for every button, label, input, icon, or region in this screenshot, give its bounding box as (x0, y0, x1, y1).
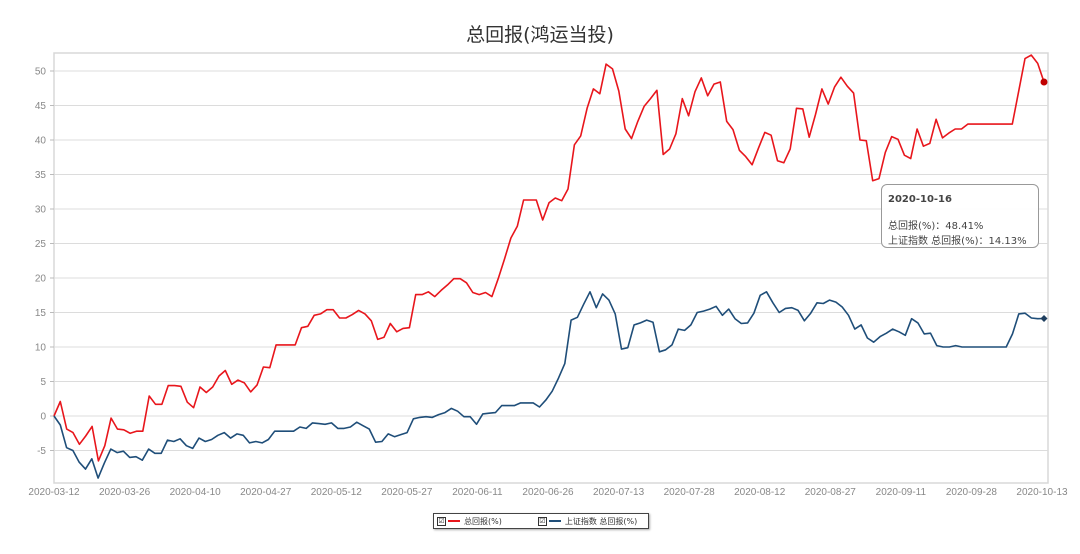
x-tick-label: 2020-07-28 (664, 487, 716, 498)
y-tick-label: 20 (35, 274, 47, 285)
x-tick-label: 2020-07-13 (593, 487, 645, 498)
checkbox-icon[interactable]: ☑ (437, 516, 446, 526)
y-tick-label: 50 (35, 67, 47, 78)
y-tick-label: 25 (35, 239, 47, 250)
hover-marker (1040, 315, 1048, 323)
y-tick-label: 45 (35, 101, 47, 112)
tooltip-index-return: 上证指数 总回报(%)：14.13% (888, 236, 1027, 247)
x-tick-label: 2020-06-26 (522, 487, 574, 498)
hover-marker (1040, 78, 1048, 86)
x-tick-label: 2020-10-13 (1016, 487, 1068, 498)
checkbox-icon[interactable]: ☑ (537, 516, 547, 526)
x-tick-label: 2020-08-12 (734, 487, 786, 498)
x-tick-label: 2020-05-12 (311, 487, 363, 498)
chart-legend: ☑ 总回报(%) ☑ 上证指数 总回报(%) (433, 513, 649, 529)
y-tick-label: 10 (35, 343, 47, 354)
x-tick-label: 2020-09-28 (946, 487, 998, 498)
y-tick-label: 35 (35, 170, 47, 181)
x-tick-label: 2020-08-27 (805, 487, 857, 498)
x-tick-label: 2020-09-11 (876, 487, 927, 498)
x-tick-label: 2020-05-27 (381, 487, 433, 498)
y-tick-label: 0 (40, 412, 46, 423)
x-tick-label: 2020-03-12 (28, 487, 80, 498)
plot-area (53, 52, 1049, 484)
legend-swatch-red (448, 520, 460, 522)
y-tick-label: -5 (37, 446, 46, 457)
legend-item-index-return[interactable]: ☑ 上证指数 总回报(%) (537, 516, 638, 527)
legend-label: 上证指数 总回报(%) (564, 516, 638, 526)
chart-title: 总回报(鸿运当投) (466, 24, 614, 46)
legend-swatch-blue (548, 520, 561, 522)
x-tick-label: 2020-06-11 (452, 487, 503, 498)
tooltip-total-return: 总回报(%)：48.41% (888, 221, 984, 232)
tooltip-date: 2020-10-16 (888, 194, 952, 205)
x-tick-label: 2020-04-27 (240, 487, 292, 498)
index-return-line[interactable] (53, 290, 1045, 479)
y-tick-label: 40 (35, 136, 47, 147)
legend-item-total-return[interactable]: ☑ 总回报(%) (437, 516, 502, 527)
y-tick-label: 5 (40, 377, 46, 388)
legend-label: 总回报(%) (464, 516, 502, 526)
chart-tooltip: 2020-10-16 总回报(%)：48.41% 上证指数 总回报(%)：14.… (881, 184, 1039, 248)
y-tick-label: 15 (35, 308, 47, 319)
x-tick-label: 2020-03-26 (99, 487, 151, 498)
y-tick-label: 30 (35, 205, 47, 216)
x-tick-label: 2020-04-10 (170, 487, 222, 498)
total-return-line[interactable] (53, 54, 1045, 462)
